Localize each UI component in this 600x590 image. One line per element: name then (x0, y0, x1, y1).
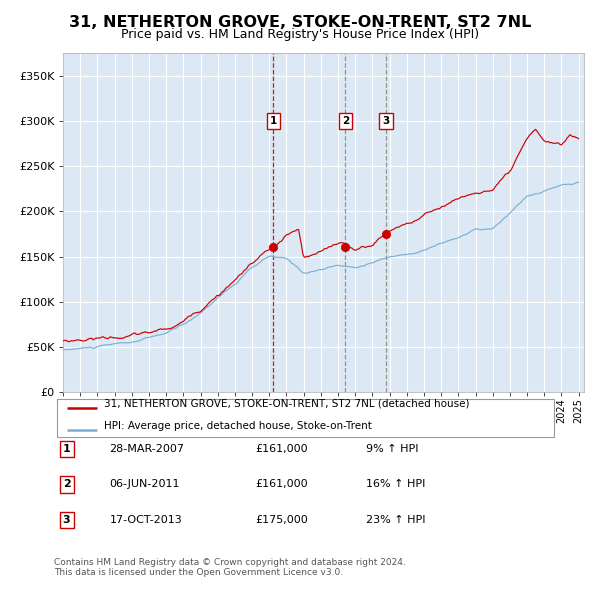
Text: HPI: Average price, detached house, Stoke-on-Trent: HPI: Average price, detached house, Stok… (104, 421, 372, 431)
Text: 2: 2 (342, 116, 349, 126)
Text: 1: 1 (63, 444, 70, 454)
Text: 17-OCT-2013: 17-OCT-2013 (109, 515, 182, 525)
Text: 1: 1 (270, 116, 277, 126)
FancyBboxPatch shape (56, 399, 554, 437)
Text: £161,000: £161,000 (256, 444, 308, 454)
Text: 2: 2 (63, 480, 70, 489)
Text: Price paid vs. HM Land Registry's House Price Index (HPI): Price paid vs. HM Land Registry's House … (121, 28, 479, 41)
Text: Contains HM Land Registry data © Crown copyright and database right 2024.
This d: Contains HM Land Registry data © Crown c… (54, 558, 406, 577)
Text: 06-JUN-2011: 06-JUN-2011 (109, 480, 180, 489)
Text: 16% ↑ HPI: 16% ↑ HPI (367, 480, 426, 489)
Text: 28-MAR-2007: 28-MAR-2007 (109, 444, 184, 454)
Text: 31, NETHERTON GROVE, STOKE-ON-TRENT, ST2 7NL (detached house): 31, NETHERTON GROVE, STOKE-ON-TRENT, ST2… (104, 399, 470, 409)
Text: 3: 3 (382, 116, 389, 126)
Text: £161,000: £161,000 (256, 480, 308, 489)
Text: 9% ↑ HPI: 9% ↑ HPI (367, 444, 419, 454)
Text: 23% ↑ HPI: 23% ↑ HPI (367, 515, 426, 525)
Text: 3: 3 (63, 515, 70, 525)
Text: 31, NETHERTON GROVE, STOKE-ON-TRENT, ST2 7NL: 31, NETHERTON GROVE, STOKE-ON-TRENT, ST2… (69, 15, 531, 30)
Text: £175,000: £175,000 (256, 515, 308, 525)
